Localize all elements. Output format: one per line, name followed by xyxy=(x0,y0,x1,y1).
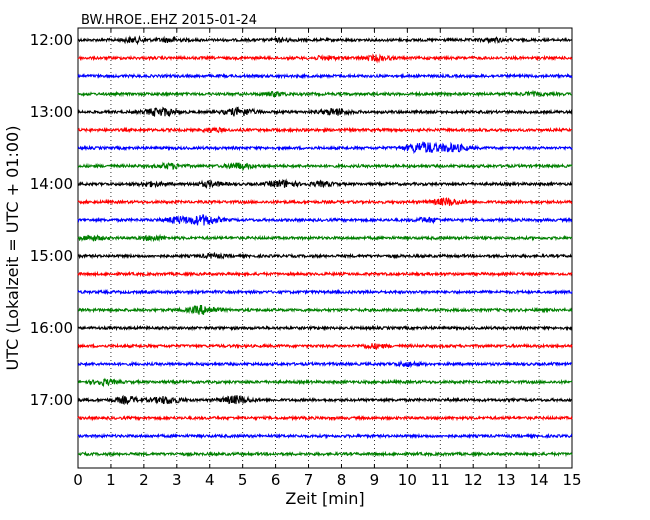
x-tick-label: 3 xyxy=(172,471,182,489)
y-axis-label: UTC (Lokalzeit = UTC + 01:00) xyxy=(3,126,22,371)
seismic-traces xyxy=(77,34,573,458)
trace-1645 xyxy=(77,377,573,388)
x-tick-label: 4 xyxy=(205,471,215,489)
x-tick-label: 8 xyxy=(337,471,347,489)
trace-1230 xyxy=(77,72,573,80)
x-tick-label: 2 xyxy=(139,471,149,489)
chart-title: BW.HROE..EHZ 2015-01-24 xyxy=(81,13,257,28)
x-tick-label: 13 xyxy=(497,471,516,489)
trace-1445 xyxy=(77,233,573,243)
trace-1545 xyxy=(77,305,573,315)
x-tick-label: 1 xyxy=(106,471,116,489)
trace-1200 xyxy=(77,34,573,46)
trace-1345 xyxy=(77,161,573,172)
trace-1600 xyxy=(77,324,573,332)
x-axis-label: Zeit [min] xyxy=(285,489,364,508)
plot-frame xyxy=(77,27,573,469)
trace-1530 xyxy=(77,288,573,296)
trace-1245 xyxy=(77,89,573,98)
x-tick-label: 15 xyxy=(562,471,581,489)
y-tick-label: 12:00 xyxy=(30,31,73,49)
trace-1500 xyxy=(77,251,573,260)
trace-1415 xyxy=(77,197,573,206)
trace-1315 xyxy=(77,126,573,134)
trace-1300 xyxy=(77,106,573,118)
x-tick-label: 7 xyxy=(304,471,314,489)
y-tick-label: 16:00 xyxy=(30,319,73,337)
y-tick-label: 13:00 xyxy=(30,103,73,121)
trace-1615 xyxy=(77,342,573,350)
y-tick-label: 15:00 xyxy=(30,247,73,265)
trace-1630 xyxy=(77,359,573,369)
x-tick-label: 9 xyxy=(370,471,380,489)
trace-1745 xyxy=(77,450,573,458)
x-axis-ticks: 0 1 2 3 4 5 6 7 8 9 10 11 12 13 14 15 xyxy=(73,28,582,489)
x-tick-label: 12 xyxy=(464,471,483,489)
x-tick-label: 0 xyxy=(73,471,83,489)
trace-1215 xyxy=(77,53,573,64)
trace-1700 xyxy=(77,394,573,406)
trace-1430 xyxy=(77,214,573,226)
trace-1330 xyxy=(77,141,573,155)
trace-1730 xyxy=(77,432,573,440)
grid-lines xyxy=(110,28,540,468)
x-tick-label: 6 xyxy=(271,471,281,489)
x-tick-label: 5 xyxy=(238,471,248,489)
trace-1515 xyxy=(77,270,573,278)
y-tick-label: 17:00 xyxy=(30,391,73,409)
y-axis-ticks: 12:00 13:00 14:00 15:00 16:00 17:00 xyxy=(30,31,572,409)
y-tick-label: 14:00 xyxy=(30,175,73,193)
x-tick-label: 10 xyxy=(398,471,417,489)
trace-1715 xyxy=(77,414,573,422)
x-tick-label: 14 xyxy=(530,471,549,489)
x-tick-label: 11 xyxy=(431,471,450,489)
trace-1400 xyxy=(77,178,573,189)
